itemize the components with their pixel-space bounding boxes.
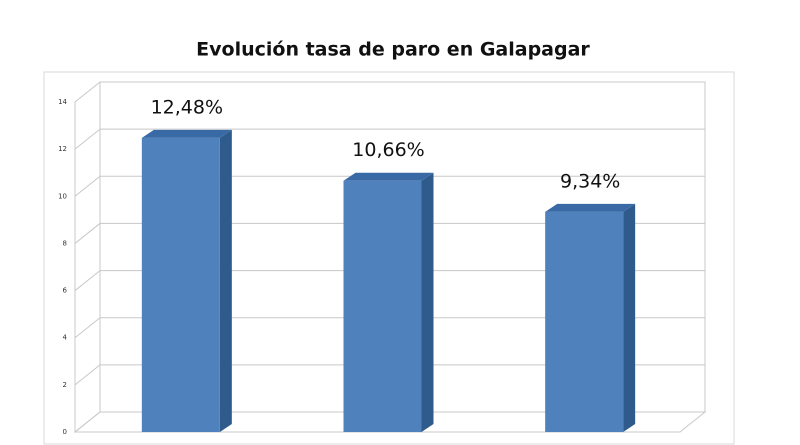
bar [545,211,624,432]
value-label: 12,48% [151,96,223,118]
grid-line [74,81,705,103]
bar-side [421,172,434,432]
bar-side [623,203,636,432]
y-tick-label: 8 [63,239,67,247]
value-label: 10,66% [352,139,424,161]
y-tick-label: 0 [63,428,67,436]
grid-line [74,222,705,244]
grid-line [74,317,705,339]
grid-line [74,364,705,386]
bar-side [219,129,232,433]
y-tick-label: 4 [63,334,68,342]
grid-line [74,411,705,433]
y-tick-label: 12 [58,145,67,153]
plot-frame [43,71,735,445]
bar-top [343,172,434,181]
grid-line [74,175,705,197]
chart-title: Evolución tasa de paro en Galapagar [196,39,590,61]
bar [141,137,220,433]
y-tick-label: 6 [63,287,68,295]
value-label: 9,34% [560,170,620,192]
y-tick-label: 2 [63,381,67,389]
bar-top [141,129,232,138]
grid-line [74,270,705,291]
y-tick-label: 10 [58,192,67,200]
grid-line [74,128,705,150]
y-tick-label: 14 [58,98,67,106]
bar [343,180,422,432]
bar-top [545,203,636,212]
